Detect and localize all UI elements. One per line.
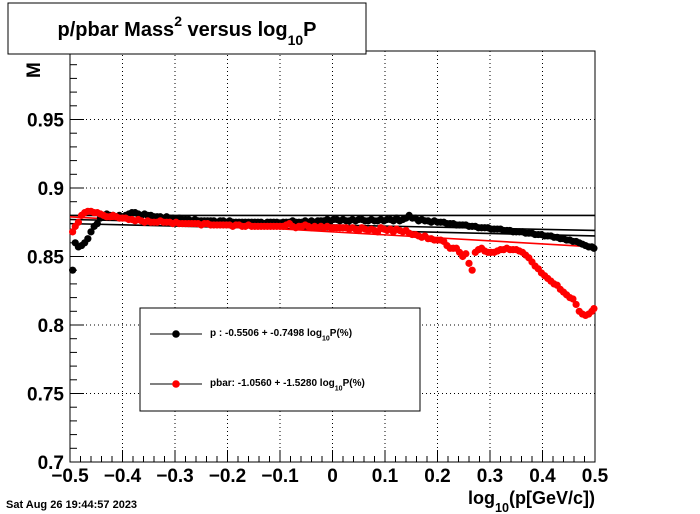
x-tick-label: −0.3 <box>156 466 194 487</box>
timestamp: Sat Aug 26 19:44:57 2023 <box>6 499 137 511</box>
x-tick-label: −0.5 <box>51 466 89 487</box>
x-tick-label: −0.2 <box>209 466 247 487</box>
x-tick-label: 0 <box>327 466 338 487</box>
y-tick-label: 0.8 <box>38 316 64 337</box>
x-tick-label: 0.2 <box>424 466 450 487</box>
point-p <box>69 266 77 274</box>
y-tick-label: 0.85 <box>27 248 64 269</box>
y-tick-label: 0.7 <box>38 453 64 474</box>
point-pbar <box>572 300 580 309</box>
legend-marker <box>172 380 180 388</box>
point-p <box>87 228 95 236</box>
point-pbar <box>74 218 82 226</box>
x-tick-label: 0.4 <box>529 466 556 487</box>
point-pbar <box>69 228 77 236</box>
x-tick-label: −0.4 <box>104 466 142 487</box>
point-p <box>590 244 598 252</box>
point-pbar <box>590 304 598 313</box>
x-tick-label: 0.1 <box>372 466 399 487</box>
legend-marker <box>172 330 180 338</box>
legend: p : -0.5506 + -0.7498 log10​P(%) pbar: -1… <box>139 307 421 412</box>
y-tick-label: 0.9 <box>38 179 64 200</box>
x-tick-label: 0.3 <box>477 466 503 487</box>
legend-box <box>139 307 421 412</box>
legend-label: pbar: -1.0560 + -1.5280 log10​P(%) <box>210 378 365 393</box>
data-points <box>69 207 598 320</box>
legend-entry-pbar: pbar: -1.0560 + -1.5280 log10​P(%) <box>150 378 365 393</box>
point-p <box>84 235 92 243</box>
x-tick-label: −0.1 <box>261 466 299 487</box>
y-tick-label: 0.95 <box>27 111 64 132</box>
chart-title-box: p/pbar Mass2​ versus log10​P <box>7 2 367 55</box>
point-pbar <box>462 250 470 258</box>
axes <box>69 50 596 463</box>
x-tick-label: 0.5 <box>582 466 609 487</box>
point-pbar <box>569 295 577 303</box>
chart-title: p/pbar Mass2​ versus log10​P <box>57 13 316 48</box>
point-pbar <box>465 259 473 267</box>
grid-lines <box>70 51 595 462</box>
legend-label: p : -0.5506 + -0.7498 log10​P(%) <box>210 328 352 343</box>
point-pbar <box>468 266 476 274</box>
y-tick-label: 0.75 <box>27 385 64 406</box>
tick-labels: −0.5 −0.4 −0.3 −0.2 −0.1 0 0.1 0.2 0.3 0.4 0.5 0.7 0… <box>27 111 609 488</box>
y-axis-label: M <box>24 62 45 78</box>
legend-entry-p: p : -0.5506 + -0.7498 log10​P(%) <box>150 328 352 343</box>
x-axis-title: log10​(p[GeV/c]) <box>468 488 595 514</box>
point-p <box>93 220 101 228</box>
